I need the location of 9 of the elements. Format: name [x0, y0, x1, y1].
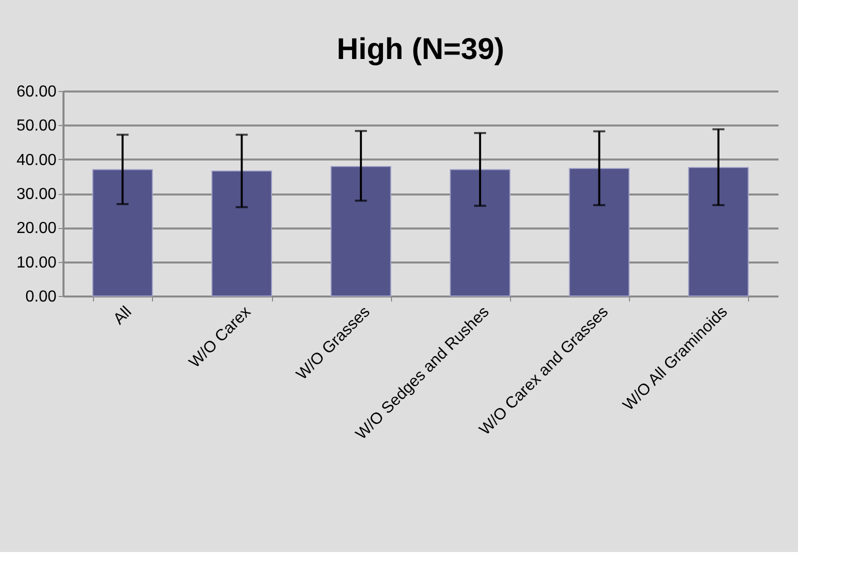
y-tick-label: 30.00 — [16, 186, 57, 203]
y-tick-label: 20.00 — [16, 220, 57, 238]
x-tick-label: All — [110, 304, 136, 328]
y-tick-label: 10.00 — [16, 254, 57, 272]
y-tick-label: 40.00 — [16, 152, 57, 169]
y-tick-label: 0.00 — [25, 288, 57, 306]
chart-title: High (N=39) — [336, 33, 504, 66]
y-tick-label: 60.00 — [16, 84, 57, 100]
y-tick-label: 50.00 — [16, 118, 57, 135]
